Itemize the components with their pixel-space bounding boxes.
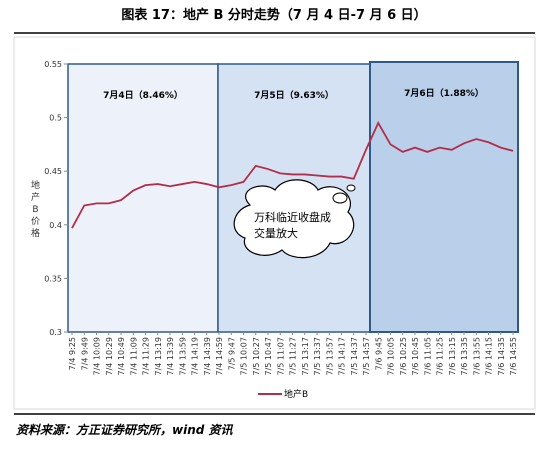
x-tick-label: 7/6 11:25 — [436, 337, 445, 375]
x-tick-label: 7/5 13:37 — [313, 337, 322, 375]
callout-text: 万科临近收盘成交量放大 — [254, 211, 331, 240]
callout-bubble — [332, 192, 348, 204]
panel-label: 7月5日（9.63%） — [254, 90, 334, 101]
source: 资料来源：方正证券研究所，wind 资讯 — [16, 423, 234, 437]
panel — [67, 63, 219, 333]
x-tick-label: 7/4 10:49 — [117, 337, 126, 375]
x-tick-label: 7/6 11:05 — [423, 337, 432, 375]
x-tick-label: 7/5 14:37 — [350, 337, 359, 375]
x-tick-label: 7/4 10:29 — [105, 337, 114, 375]
x-tick-label: 7/5 14:57 — [362, 337, 371, 375]
x-tick-label: 7/5 10:07 — [240, 337, 249, 375]
x-tick-label: 7/6 14:55 — [509, 337, 518, 375]
x-tick-label: 7/6 9:45 — [374, 337, 383, 370]
x-tick-label: 7/6 14:15 — [485, 337, 494, 375]
x-tick-label: 7/4 9:49 — [80, 337, 89, 370]
x-tick-label: 7/4 11:09 — [129, 337, 138, 375]
x-tick-label: 7/4 14:19 — [191, 337, 200, 375]
chart-title: 图表 17：地产 B 分时走势（7 月 4 日-7 月 6 日） — [121, 7, 426, 23]
y-tick-label: 0.55 — [44, 60, 62, 69]
callout-box: 万科临近收盘成交量放大 — [254, 211, 331, 240]
chart-frame — [13, 36, 536, 410]
x-tick-label: 7/6 10:05 — [387, 337, 396, 375]
y-tick-label: 0.5 — [49, 114, 62, 123]
series-line — [71, 120, 514, 229]
x-tick-label: 7/6 10:45 — [411, 337, 420, 375]
x-tick-label: 7/4 13:19 — [154, 337, 163, 375]
x-tick-label: 7/4 14:59 — [215, 337, 224, 375]
x-tick-label: 7/5 11:07 — [276, 337, 285, 375]
x-tick-label: 7/4 13:59 — [178, 337, 187, 375]
x-tick-label: 7/4 13:39 — [166, 337, 175, 375]
x-tick-label: 7/5 11:27 — [289, 337, 298, 375]
y-tick-label: 0.35 — [44, 274, 62, 283]
x-tick-label: 7/5 9:47 — [227, 337, 236, 370]
x-tick-label: 7/6 13:15 — [448, 337, 457, 375]
panel — [369, 61, 519, 333]
x-tick-label: 7/6 13:35 — [460, 337, 469, 375]
panel-label: 7月6日（1.88%） — [404, 88, 484, 99]
x-tick-label: 7/5 13:17 — [301, 337, 310, 375]
panel-label: 7月4日（8.46%） — [103, 90, 183, 101]
x-tick-label: 7/6 10:25 — [399, 337, 408, 375]
x-tick-label: 7/5 14:17 — [338, 337, 347, 375]
callout — [233, 179, 356, 259]
x-tick-label: 7/4 14:39 — [203, 337, 212, 375]
x-tick-label: 7/4 11:29 — [142, 337, 151, 375]
x-tick-label: 7/5 13:57 — [325, 337, 334, 375]
x-tick-label: 7/6 14:35 — [497, 337, 506, 375]
x-tick-label: 7/4 9:25 — [68, 337, 77, 370]
y-tick-label: 0.4 — [49, 221, 62, 230]
x-tick-label: 7/5 10:27 — [252, 337, 261, 375]
x-tick-label: 7/6 13:55 — [472, 337, 481, 375]
y-tick-label: 0.45 — [44, 167, 62, 176]
legend-label: 地产B — [284, 388, 308, 400]
x-tick-label: 7/5 10:47 — [264, 337, 273, 375]
x-tick-label: 7/4 10:09 — [93, 337, 102, 375]
callout-bubble — [346, 184, 356, 192]
y-axis-label: 地产B价格 — [30, 181, 40, 239]
y-tick-label: 0.3 — [49, 328, 62, 337]
callout-cloud — [233, 179, 355, 259]
